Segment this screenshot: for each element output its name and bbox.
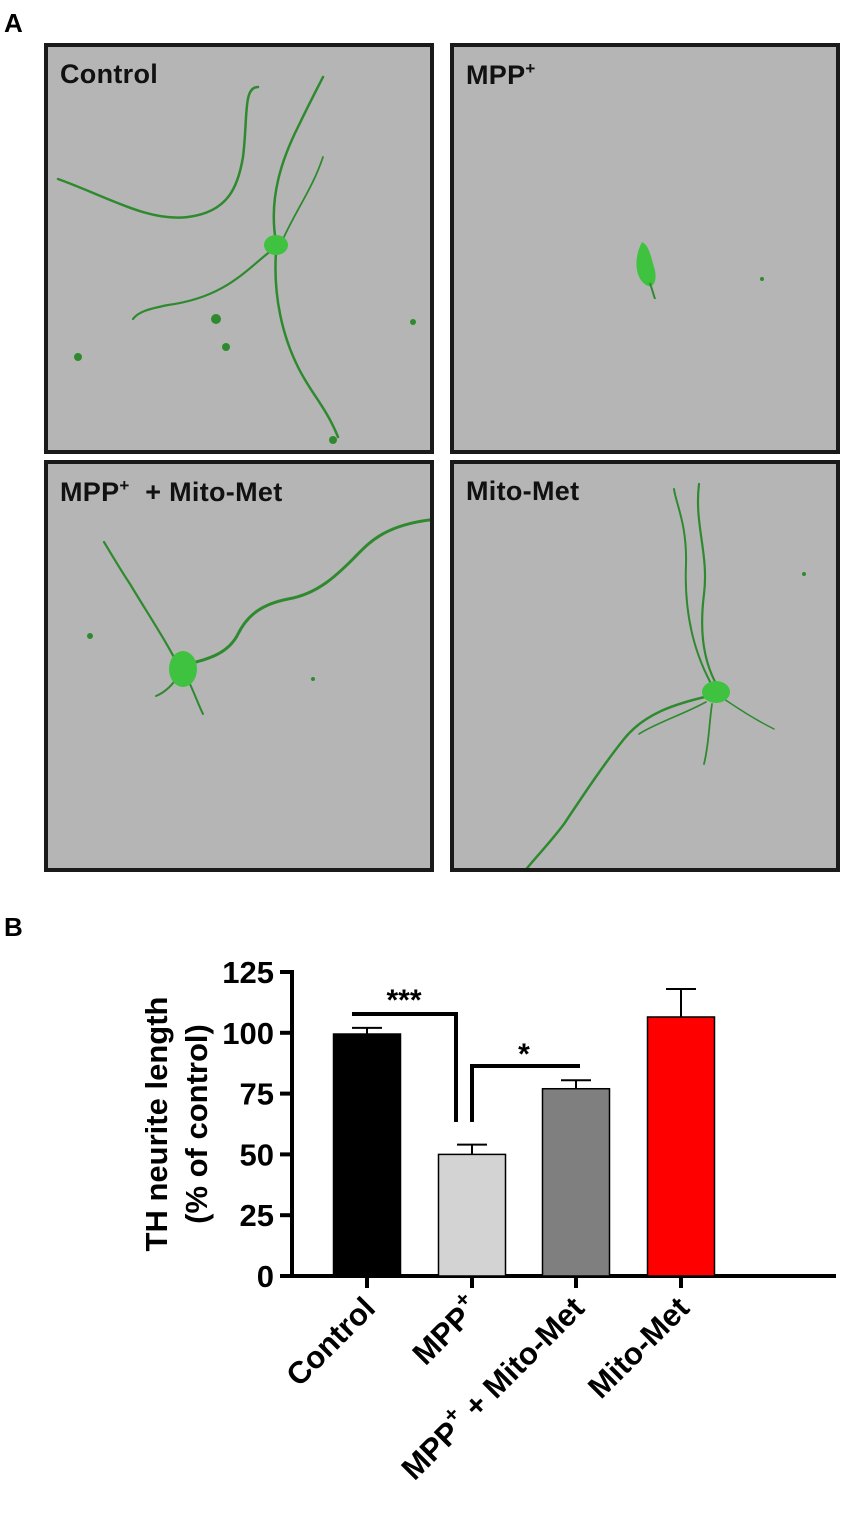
micrograph-mitomet: Mito-Met <box>450 460 840 872</box>
y-axis-label: (% of control) <box>179 1024 214 1224</box>
neuron-image <box>525 482 806 868</box>
y-tick-label: 50 <box>240 1137 274 1172</box>
y-tick-label: 25 <box>240 1198 274 1233</box>
neuron-image <box>636 242 764 300</box>
bar-chart: 0 25 50 75 100 125 TH neurite length (% of cont… <box>139 955 836 1487</box>
micrograph-mpp: MPP+ <box>450 43 840 454</box>
x-tick-label: MPP+ + Mito-Met <box>390 1286 591 1487</box>
bar <box>437 1153 507 1277</box>
significance-bracket <box>470 1064 580 1122</box>
neuron-image <box>56 75 416 444</box>
bar <box>541 1087 611 1277</box>
bar <box>332 1033 402 1277</box>
y-tick-label: 100 <box>222 1016 274 1051</box>
x-tick-label: Mito-Met <box>581 1290 696 1405</box>
y-tick-label: 0 <box>257 1259 274 1294</box>
x-tick-label: Control <box>279 1290 382 1393</box>
y-tick-label: 75 <box>240 1077 274 1112</box>
panel-b-letter: B <box>4 912 23 942</box>
micrograph-label: MPP+ <box>466 59 536 90</box>
micrograph-control: Control <box>44 43 434 454</box>
y-tick-label: 125 <box>222 955 274 990</box>
significance-bracket <box>352 1012 458 1122</box>
significance-label: * <box>518 1038 530 1071</box>
micrograph-mpp-mitomet: MPP+ + Mito-Met <box>44 460 434 872</box>
x-tick-label: MPP+ <box>401 1286 487 1372</box>
significance-label: *** <box>386 984 421 1017</box>
neuron-image <box>87 518 430 715</box>
micrograph-label: Mito-Met <box>466 476 580 506</box>
micrograph-label: Control <box>60 59 159 89</box>
panel-a-letter: A <box>4 8 23 38</box>
y-axis-label: TH neurite length <box>139 997 174 1252</box>
bar <box>646 1016 716 1277</box>
micrograph-label: MPP+ + Mito-Met <box>60 476 283 507</box>
